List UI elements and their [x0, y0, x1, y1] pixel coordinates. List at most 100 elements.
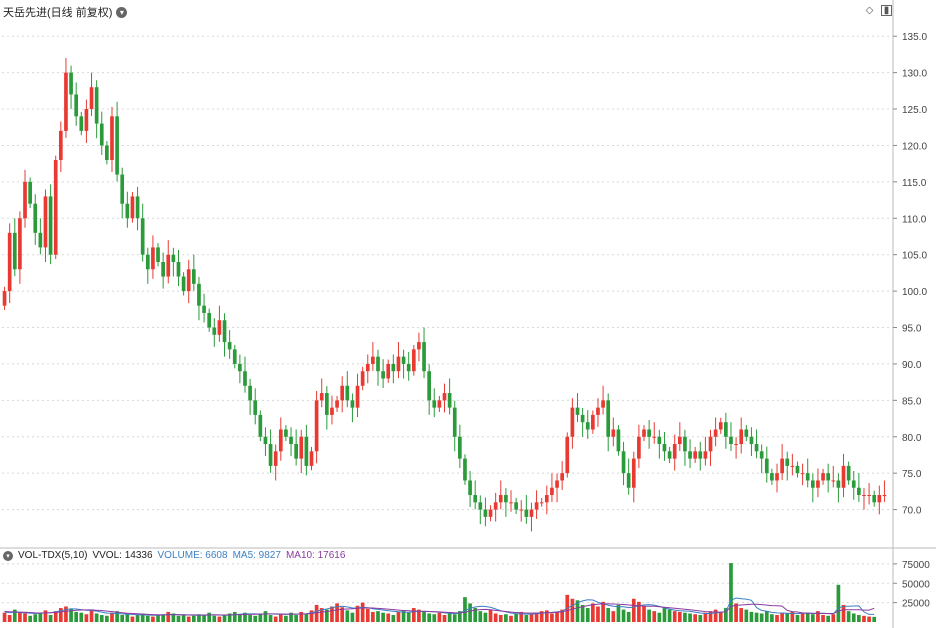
candle-body — [28, 181, 32, 204]
volume-bar — [734, 603, 738, 622]
volume-bar — [186, 616, 191, 622]
volume-bar — [130, 616, 135, 622]
candle-body — [212, 327, 217, 335]
candle-body — [33, 203, 38, 233]
candle-body — [519, 509, 524, 511]
volume-bar — [713, 609, 718, 622]
volume-bar — [23, 613, 27, 622]
volume-bar — [805, 612, 810, 622]
volume-bar — [278, 614, 283, 622]
volume-bar — [442, 615, 447, 622]
candle-body — [657, 436, 662, 445]
candle-body — [120, 174, 125, 204]
candle-body — [729, 436, 733, 445]
volume-header: ▾ VOL-TDX(5,10) VVOL: 14336 VOLUME: 6608… — [3, 550, 345, 561]
volume-bar — [560, 609, 565, 622]
candle-body — [877, 495, 882, 503]
candle-body — [488, 509, 493, 517]
candle-body — [468, 480, 472, 496]
candle-body — [79, 116, 84, 131]
volume-bar — [447, 613, 452, 622]
candle-body — [867, 495, 871, 497]
candle-body — [53, 160, 58, 255]
candle-body — [785, 458, 790, 466]
price-tick-label: 95.0 — [902, 324, 922, 335]
volume-bar — [550, 613, 554, 622]
candle-body — [550, 487, 554, 496]
candle-body — [268, 444, 273, 466]
volume-bar — [458, 611, 462, 622]
candle-body — [130, 196, 135, 219]
candle-body — [427, 371, 431, 401]
candle-body — [493, 502, 498, 510]
volume-bar — [575, 600, 580, 622]
candle-body — [115, 116, 119, 175]
candle-body — [156, 247, 160, 262]
price-tick-label: 80.0 — [902, 433, 922, 444]
diamond-icon[interactable]: ◇ — [865, 5, 874, 16]
volume-bar — [478, 611, 483, 622]
candle-body — [18, 218, 22, 270]
volume-bar — [263, 611, 268, 622]
candle-body — [770, 473, 774, 481]
candle-body — [565, 436, 570, 474]
volume-bar — [821, 615, 825, 622]
volume-bar — [217, 616, 222, 622]
candle-body — [483, 509, 488, 517]
volume-bar — [631, 598, 636, 622]
volume-bar — [703, 612, 708, 622]
panel-toggle-icon[interactable]: ▮ — [881, 5, 892, 16]
volume-bar — [483, 612, 488, 622]
ma5-value: MA5: 9827 — [232, 550, 281, 561]
price-tick-label: 125.0 — [902, 105, 927, 116]
volume-bar — [677, 611, 682, 622]
volume-bar — [473, 608, 478, 622]
price-tick-label: 130.0 — [902, 69, 927, 80]
volume-bar — [693, 614, 698, 622]
volume-bar — [488, 609, 493, 622]
volume-bar — [391, 615, 396, 622]
price-tick-label: 105.0 — [902, 251, 927, 262]
volume-bar — [38, 612, 43, 622]
candle-body — [882, 495, 887, 497]
volume-bar — [48, 615, 53, 622]
volume-bar — [795, 615, 800, 622]
candle-body — [473, 495, 478, 503]
candle-body — [422, 342, 426, 372]
candle-body — [376, 356, 380, 372]
chevron-down-icon[interactable]: ▾ — [3, 550, 13, 561]
candle-body — [417, 342, 421, 350]
candle-body — [805, 473, 810, 481]
candle-body — [708, 436, 713, 452]
candle-body — [841, 465, 846, 488]
candle-body — [442, 393, 447, 401]
candle-body — [284, 429, 288, 437]
candle-body — [125, 203, 130, 219]
volume-bar — [191, 615, 196, 622]
candle-body — [48, 196, 53, 255]
candle-body — [253, 400, 258, 415]
volume-bar — [79, 612, 84, 622]
candle-body — [186, 269, 191, 292]
volume-bar — [53, 611, 58, 622]
candle-body — [243, 371, 247, 386]
volume-bar — [642, 606, 646, 622]
volume-bar — [637, 601, 641, 622]
volume-bar — [284, 615, 288, 622]
candle-body — [105, 145, 109, 161]
volume-bar — [140, 613, 145, 622]
volume-bar — [12, 609, 17, 622]
volume-bar — [299, 611, 304, 622]
volume-bar — [744, 609, 749, 622]
candle-body — [335, 400, 339, 408]
volume-bar — [539, 611, 544, 622]
candle-body — [734, 444, 738, 446]
candle-body — [350, 400, 355, 408]
candle-body — [754, 444, 759, 452]
chevron-down-icon[interactable]: ▾ — [116, 6, 128, 18]
candle-body — [846, 465, 851, 481]
candle-body — [202, 305, 206, 313]
volume-bar — [18, 611, 22, 622]
volume-bar — [304, 614, 309, 622]
